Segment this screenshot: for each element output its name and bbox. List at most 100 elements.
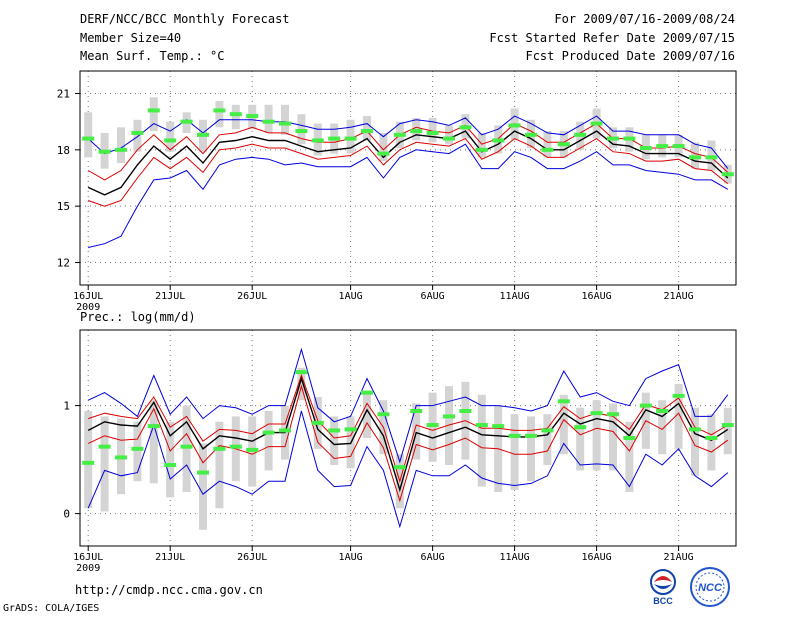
- prec-xtick-label: 6AUG: [421, 552, 445, 563]
- temp-median-mark: [98, 149, 111, 154]
- temp-ytick-label: 21: [57, 88, 70, 101]
- prec-sd-upper-line: [88, 373, 729, 483]
- temp-box: [428, 117, 437, 143]
- temp-box: [84, 112, 93, 158]
- temp-median-mark: [344, 136, 357, 141]
- prec-median-mark: [557, 399, 570, 404]
- prec-median-mark: [147, 424, 160, 429]
- temp-max-line: [87, 115, 729, 169]
- prec-median-mark: [311, 420, 324, 425]
- prec-median-mark: [426, 423, 439, 428]
- temp-variable-label: Mean Surf. Temp.: °C: [80, 49, 225, 63]
- prec-median-mark: [590, 411, 603, 416]
- prec-ytick-label: 1: [63, 400, 70, 413]
- temp-ytick-label: 15: [57, 200, 70, 213]
- prec-box: [363, 392, 371, 438]
- temp-median-mark: [607, 136, 619, 141]
- temp-median-mark: [147, 108, 160, 113]
- temp-mean-line: [87, 130, 729, 196]
- temp-box: [477, 132, 486, 158]
- temp-xtick-label: 11AUG: [500, 291, 530, 302]
- prec-box: [707, 414, 716, 471]
- prec-box: [100, 416, 109, 512]
- prec-box: [477, 394, 486, 487]
- temp-xtick-label: 16AUG: [582, 291, 612, 302]
- member-size: Member Size=40: [80, 31, 182, 45]
- temp-box: [264, 104, 273, 133]
- temp-box: [149, 97, 158, 132]
- start-reference-date: Fcst Started Refer Date 2009/07/15: [489, 31, 735, 45]
- temp-xtick-label: 21AUG: [664, 291, 694, 302]
- temp-median-mark: [295, 129, 308, 134]
- temp-median-mark: [623, 136, 636, 141]
- prec-median-mark: [410, 409, 423, 413]
- prec-median-mark: [393, 465, 406, 470]
- prec-box: [166, 421, 175, 498]
- prec-median-mark: [197, 470, 209, 475]
- prec-xtick-year: 2009: [76, 563, 100, 574]
- temp-box: [281, 104, 289, 135]
- prec-box: [84, 411, 93, 509]
- prec-ytick-label: 0: [63, 508, 70, 521]
- produced-date: Fcst Produced Date 2009/07/16: [525, 49, 735, 63]
- temp-median-mark: [590, 121, 603, 126]
- temp-median-mark: [492, 138, 505, 143]
- prec-median-mark: [328, 428, 341, 433]
- prec-median-mark: [705, 436, 718, 440]
- temp-xtick-label: 6AUG: [421, 291, 445, 302]
- temp-box: [215, 101, 224, 128]
- prec-median-mark: [115, 455, 127, 460]
- temp-box: [231, 104, 240, 130]
- temp-min-line: [88, 143, 729, 248]
- temp-median-mark: [361, 129, 373, 134]
- prec-box: [691, 407, 699, 476]
- source-url[interactable]: http://cmdp.ncc.cma.gov.cn: [75, 583, 263, 597]
- temp-box: [363, 116, 371, 141]
- prec-xtick-label: 11AUG: [500, 552, 530, 563]
- temp-median-mark: [443, 136, 455, 141]
- prec-box: [330, 416, 339, 465]
- prec-box: [199, 443, 207, 530]
- temp-xtick-label: 16JUL: [73, 291, 103, 302]
- temp-plot-frame: [79, 70, 737, 286]
- temp-median-mark: [393, 132, 406, 137]
- prec-xtick-label: 1AUG: [339, 552, 363, 563]
- prec-median-mark: [639, 403, 652, 408]
- temp-median-mark: [115, 147, 127, 152]
- temp-ytick-label: 12: [57, 256, 70, 269]
- prec-box: [182, 405, 191, 492]
- temp-median-mark: [311, 138, 324, 143]
- temp-median-mark: [82, 136, 95, 141]
- prec-median-mark: [443, 414, 455, 419]
- prec-xtick-label: 16JUL: [73, 552, 103, 563]
- temp-median-mark: [164, 138, 177, 143]
- temp-xtick-label: 21JUL: [155, 291, 185, 302]
- prec-sd-lower-line: [87, 384, 729, 503]
- prec-box: [297, 367, 306, 401]
- temp-box: [166, 121, 175, 152]
- forecast-period: For 2009/07/16-2009/08/24: [554, 12, 735, 26]
- prec-median-mark: [672, 393, 685, 398]
- prec-box: [445, 386, 453, 465]
- prec-min-line: [87, 410, 729, 529]
- prec-box: [543, 414, 552, 465]
- prec-box: [658, 400, 667, 455]
- prec-box: [412, 403, 421, 460]
- prec-median-mark: [295, 370, 308, 375]
- prec-box: [674, 384, 683, 449]
- temp-median-mark: [541, 147, 554, 152]
- prec-median-mark: [213, 446, 226, 451]
- temp-median-mark: [508, 123, 521, 128]
- prec-box: [559, 394, 568, 455]
- prec-box: [723, 407, 732, 455]
- prec-box: [527, 416, 535, 482]
- temp-box: [543, 131, 552, 158]
- prec-median-mark: [525, 433, 537, 438]
- temp-xtick-label: 1AUG: [339, 291, 363, 302]
- prec-box: [625, 421, 634, 492]
- temp-sd-upper-line: [87, 122, 729, 181]
- prec-variable-label: Prec.: log(mm/d): [80, 310, 196, 324]
- temp-median-mark: [180, 119, 193, 124]
- prec-median-mark: [377, 412, 390, 417]
